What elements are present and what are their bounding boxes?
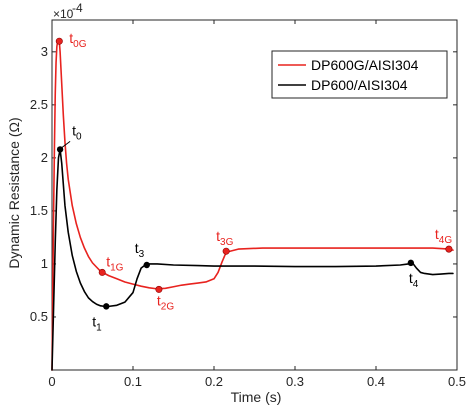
marker-label-t1: t1 xyxy=(92,313,102,333)
marker-label-t0G: t0G xyxy=(69,30,86,50)
axes-box xyxy=(51,19,458,371)
marker-label-t4: t4 xyxy=(409,270,419,290)
marker-label-t2G: t2G xyxy=(157,292,174,312)
y-tick-label: 0.5 xyxy=(30,309,48,324)
marker-t4G xyxy=(445,245,453,253)
marker-t0 xyxy=(56,146,64,153)
marker-t4 xyxy=(407,259,415,267)
y-tick-label: 1.5 xyxy=(30,203,48,218)
x-tick-label: 0.2 xyxy=(205,374,223,389)
x-axis-label: Time (s) xyxy=(231,389,282,405)
marker-label-t3G: t3G xyxy=(216,228,233,248)
legend: DP600G/AISI304 DP600/AISI304 xyxy=(271,50,448,99)
marker-t1 xyxy=(103,303,110,310)
marker-label-t1G: t1G xyxy=(106,253,123,273)
marker-t3G xyxy=(222,247,230,255)
legend-box xyxy=(271,50,448,99)
x-tick-label: 0.3 xyxy=(286,374,304,389)
y-tick-label: 3 xyxy=(41,44,48,59)
y-exponent-label: ×10 xyxy=(53,7,74,21)
axes: 0 0.1 0.2 0.3 0.4 0.5 0.5 1 1.5 2 2.5 3 xyxy=(30,19,466,389)
x-tick-label: 0.4 xyxy=(367,374,385,389)
legend-entry: DP600/AISI304 xyxy=(311,77,408,93)
marker-t2G xyxy=(155,285,163,293)
x-tick-label: 0.5 xyxy=(448,374,466,389)
y-tick-label: 2.5 xyxy=(30,97,48,112)
marker-t1G xyxy=(98,268,106,276)
y-axis-label: Dynamic Resistance (Ω) xyxy=(6,117,22,268)
y-tick-label: 1 xyxy=(41,256,48,271)
marker-label-t4G: t4G xyxy=(435,226,452,246)
markers-layer: t0G t1G t2G t3G t4G t0 t1 t3 t4 xyxy=(55,30,453,333)
y-exponent: ×10 -4 xyxy=(53,1,83,21)
legend-entry: DP600G/AISI304 xyxy=(311,57,419,73)
marker-t0G xyxy=(55,37,63,45)
x-tick-label: 0.1 xyxy=(124,374,142,389)
marker-label-t0: t0 xyxy=(72,122,82,142)
marker-t3 xyxy=(143,261,150,269)
marker-label-t3: t3 xyxy=(135,240,145,260)
y-exponent-power: -4 xyxy=(72,1,83,15)
y-tick-label: 2 xyxy=(41,150,48,165)
x-tick-label: 0 xyxy=(48,374,55,389)
marker-leader-t0 xyxy=(61,140,71,148)
